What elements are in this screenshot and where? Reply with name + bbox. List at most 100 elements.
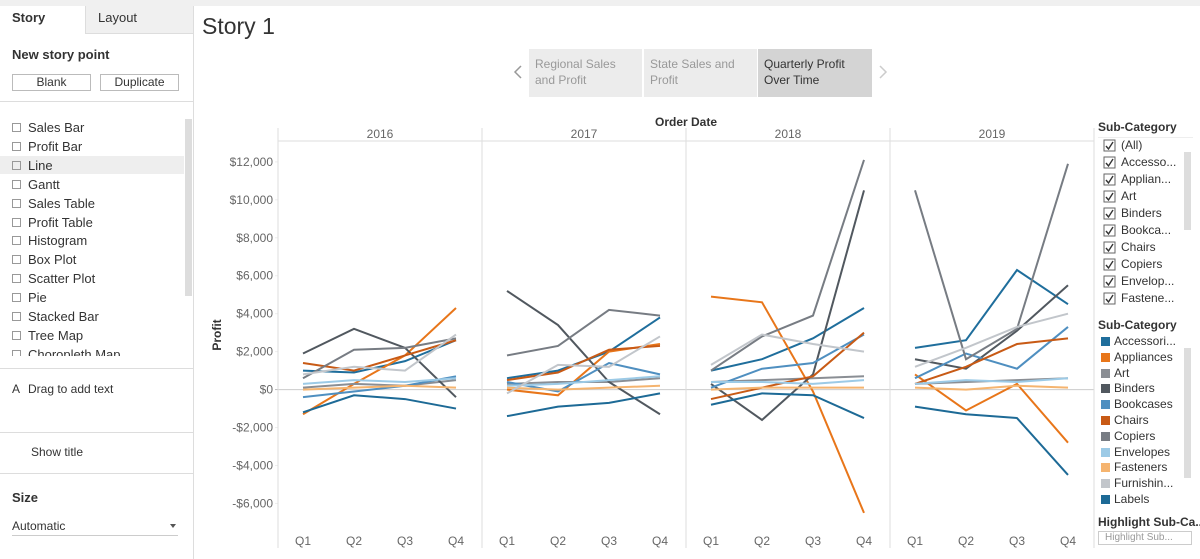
- legend-label: Envelopes: [1114, 444, 1171, 459]
- story-point[interactable]: Regional Sales and Profit: [529, 49, 642, 97]
- divider: [0, 368, 193, 369]
- x-tick-label: Q4: [856, 534, 872, 548]
- text: Drag to add text: [28, 382, 114, 396]
- legend-swatch: [1101, 495, 1110, 504]
- x-tick-label: Q4: [652, 534, 668, 548]
- x-tick-label: Q2: [754, 534, 770, 548]
- sheet-name: Tree Map: [28, 327, 84, 343]
- heading: Size: [12, 490, 39, 505]
- legend-swatch: [1101, 400, 1110, 410]
- sheet-name: Box Plot: [28, 252, 77, 268]
- legend-label: Accessori...: [1114, 334, 1177, 348]
- sheet-name: Profit Bar: [28, 138, 83, 154]
- legend-label: Art: [1114, 365, 1130, 380]
- legend-label: Bookcases: [1114, 397, 1173, 412]
- y-tick-label: -$2,000: [232, 421, 273, 435]
- checkbox: [1103, 224, 1116, 237]
- sheet-icon: [12, 349, 21, 356]
- series-line: [302, 333, 457, 376]
- filter-item[interactable]: Art: [1121, 189, 1137, 203]
- sheet-item[interactable]: Profit Table: [0, 213, 184, 231]
- series-line: [914, 377, 1069, 385]
- top-bar: [0, 0, 1200, 6]
- series-line: [914, 284, 1069, 370]
- sheet-icon: [12, 274, 21, 284]
- series-line: [914, 384, 1069, 391]
- y-tick-label: $8,000: [236, 231, 273, 245]
- filter-item[interactable]: Fastene...: [1121, 291, 1175, 305]
- legend-label: Chairs: [1114, 413, 1149, 427]
- y-tick-label: -$4,000: [232, 458, 273, 472]
- tab[interactable]: Layout: [85, 6, 193, 34]
- sheet-item[interactable]: Line: [0, 155, 184, 174]
- sheet-item[interactable]: Gantt: [0, 175, 184, 193]
- sheet-item[interactable]: Profit Bar: [0, 137, 184, 155]
- filter-item[interactable]: Copiers: [1121, 257, 1163, 271]
- sheet-item[interactable]: Sales Bar: [0, 118, 184, 136]
- sheet-item[interactable]: Box Plot: [0, 250, 184, 268]
- sheet-icon: [12, 255, 21, 265]
- series-line: [302, 339, 457, 372]
- filter-item[interactable]: Accesso...: [1121, 155, 1177, 169]
- sheet-item[interactable]: Sales Table: [0, 194, 184, 212]
- sheet-name: Stacked Bar: [28, 309, 99, 324]
- series-line: [914, 163, 1069, 361]
- search-box[interactable]: Highlight Sub...: [1098, 531, 1192, 545]
- legend-swatch: [1101, 416, 1110, 425]
- series-line: [506, 375, 661, 387]
- series-line: [914, 405, 1069, 476]
- dropdown[interactable]: Automatic: [12, 519, 178, 536]
- sheet-item[interactable]: Pie: [0, 288, 184, 306]
- highlight-title: Highlight Sub-Ca..: [1098, 515, 1200, 529]
- filter-item[interactable]: Applian...: [1121, 172, 1172, 186]
- sheet-item[interactable]: Stacked Bar: [0, 307, 184, 325]
- series-line: [302, 327, 457, 398]
- series-line: [506, 344, 661, 382]
- sheet-item[interactable]: Histogram: [0, 231, 184, 249]
- scrollbar: [185, 119, 192, 296]
- sheet-name: Line: [28, 157, 53, 173]
- filter-item[interactable]: Bookca...: [1121, 223, 1172, 237]
- dropdown-arrow: [170, 524, 176, 528]
- x-tick-label: Q1: [703, 534, 719, 548]
- legend-label: Fasteners: [1114, 460, 1168, 475]
- nav-next: [879, 65, 888, 79]
- series-line: [302, 377, 457, 385]
- legend-swatch: [1101, 463, 1110, 473]
- series-line: [710, 333, 865, 366]
- column-header: 2017: [571, 127, 598, 141]
- y-tick-label: $12,000: [230, 155, 274, 169]
- story-point[interactable]: State Sales and Profit: [644, 49, 757, 97]
- legend-title: Sub-Category: [1098, 318, 1177, 332]
- filter-item[interactable]: (All): [1121, 138, 1143, 152]
- filter-item[interactable]: Envelop...: [1121, 274, 1175, 288]
- series-line: [506, 335, 661, 395]
- filter-item[interactable]: Chairs: [1121, 240, 1156, 254]
- x-tick-label: Q3: [397, 534, 413, 548]
- filter-item[interactable]: Binders: [1121, 206, 1162, 220]
- sheet-name: Pie: [28, 290, 47, 306]
- legend-label: Copiers: [1114, 428, 1156, 443]
- y-tick-label: $2,000: [236, 345, 273, 359]
- divider: [0, 473, 193, 474]
- series-line: [710, 392, 865, 419]
- sheet-icon: [12, 179, 21, 189]
- sheet-name: Scatter Plot: [28, 271, 96, 287]
- sheet-item[interactable]: Tree Map: [0, 326, 184, 344]
- series-line: [302, 339, 457, 374]
- button[interactable]: Duplicate: [100, 74, 179, 91]
- sheet-icon: [12, 330, 21, 340]
- tab[interactable]: Story: [12, 10, 46, 25]
- sheet-item[interactable]: Scatter Plot: [0, 269, 184, 287]
- checkbox: [1103, 190, 1116, 203]
- button[interactable]: Blank: [12, 74, 91, 91]
- story-point[interactable]: Quarterly Profit Over Time: [758, 49, 872, 97]
- sheet-item[interactable]: Choropleth Map: [0, 345, 184, 356]
- check-mark: [1105, 277, 1114, 287]
- check-mark: [1105, 141, 1114, 151]
- divider: [0, 432, 193, 433]
- y-axis-label: Profit: [210, 319, 224, 350]
- checkbox: [1103, 139, 1116, 152]
- x-tick-label: Q2: [346, 534, 362, 548]
